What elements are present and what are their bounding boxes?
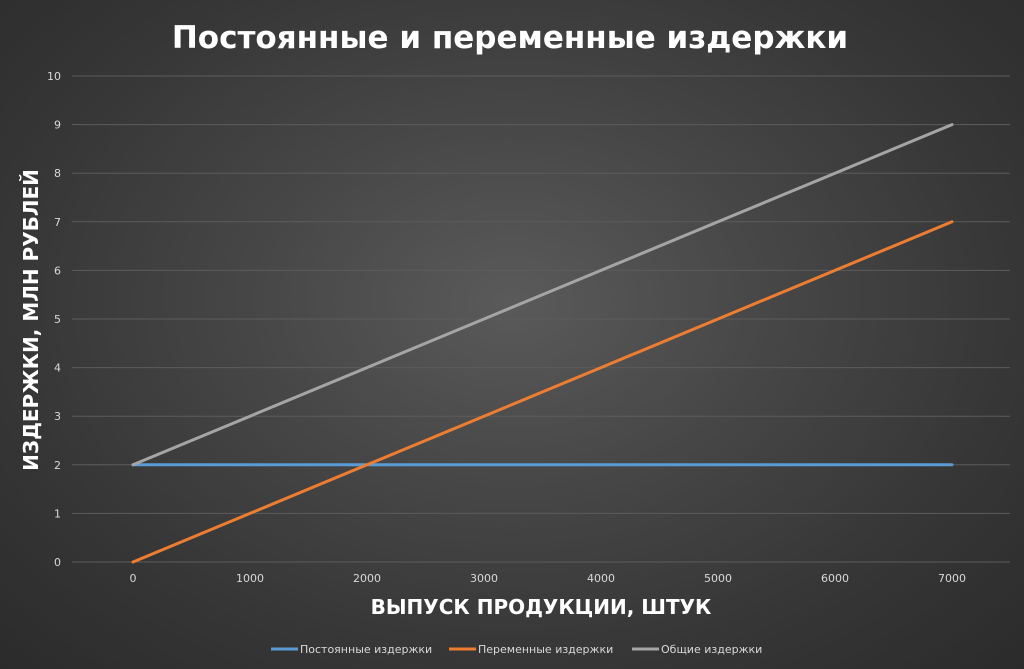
x-tick-label: 4000 [587, 572, 615, 585]
y-tick-label: 3 [54, 410, 61, 423]
x-tick-label: 6000 [821, 572, 849, 585]
legend-label: Переменные издержки [478, 643, 613, 656]
y-tick-label: 9 [54, 119, 61, 132]
x-tick-label: 7000 [938, 572, 966, 585]
x-tick-label: 3000 [470, 572, 498, 585]
y-tick-label: 5 [54, 313, 61, 326]
series-lines [131, 123, 954, 564]
y-tick-label: 1 [54, 507, 61, 520]
x-axis-ticks: 0 1000 2000 3000 4000 5000 6000 7000 [130, 572, 967, 585]
y-tick-label: 8 [54, 167, 61, 180]
grid-lines [72, 75, 1010, 563]
y-tick-label: 6 [54, 264, 61, 277]
x-tick-label: 5000 [704, 572, 732, 585]
y-tick-label: 0 [54, 556, 61, 569]
x-axis-title: ВЫПУСК ПРОДУКЦИИ, ШТУК [371, 595, 712, 619]
y-tick-label: 7 [54, 216, 61, 229]
chart-title: Постоянные и переменные издержки [172, 20, 848, 56]
x-tick-label: 0 [130, 572, 137, 585]
legend-label: Постоянные издержки [300, 643, 432, 656]
x-tick-label: 1000 [236, 572, 264, 585]
x-tick-label: 2000 [353, 572, 381, 585]
y-tick-label: 2 [54, 459, 61, 472]
y-axis-title: ИЗДЕРЖКИ, МЛН РУБЛЕЙ [19, 169, 43, 471]
series-line-2 [131, 220, 954, 564]
legend: Постоянные издержки Переменные издержки Об… [271, 643, 762, 656]
series-line-3 [131, 123, 954, 467]
y-tick-label: 4 [54, 362, 61, 375]
y-tick-label: 10 [47, 70, 61, 83]
legend-label: Общие издержки [661, 643, 762, 656]
y-axis-ticks: 0 1 2 3 4 5 6 7 8 9 10 [47, 70, 61, 569]
